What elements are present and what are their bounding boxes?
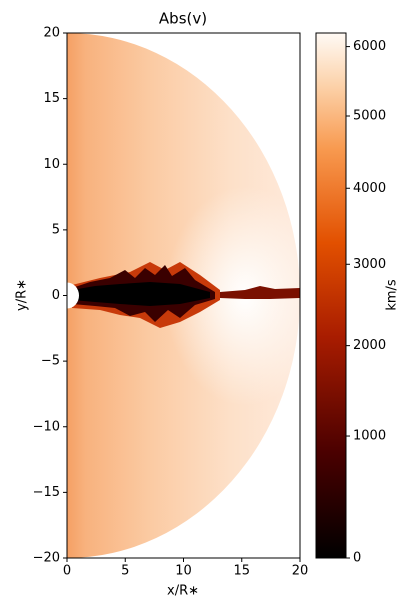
colorbar-label: km/s xyxy=(385,279,400,311)
colorbar-tick-label: 4000 xyxy=(353,181,386,196)
y-tick-label: 15 xyxy=(43,91,60,106)
colorbar-tick-label: 0 xyxy=(353,551,361,566)
x-tick-label: 10 xyxy=(175,564,192,579)
y-tick-label: −20 xyxy=(33,551,60,566)
field xyxy=(67,33,300,558)
x-tick-label: 0 xyxy=(63,564,71,579)
colorbar-tick-label: 6000 xyxy=(353,39,386,54)
x-tick-label: 5 xyxy=(121,564,129,579)
y-axis-label: y/R∗ xyxy=(15,279,30,311)
colorbar xyxy=(315,32,347,559)
y-tick-label: −10 xyxy=(33,419,60,434)
colorbar-tick-label: 1000 xyxy=(353,429,386,444)
y-tick-label: 0 xyxy=(52,288,60,303)
x-tick-label: 15 xyxy=(233,564,250,579)
y-tick-label: −5 xyxy=(41,354,60,369)
x-axis-label: x/R∗ xyxy=(167,584,199,599)
y-tick-label: 10 xyxy=(43,157,60,172)
colorbar-tick-label: 2000 xyxy=(353,338,386,353)
chart-title: Abs(v) xyxy=(159,10,207,28)
colorbar-tick-label: 5000 xyxy=(353,109,386,124)
x-tick-label: 20 xyxy=(292,564,309,579)
y-tick-label: 20 xyxy=(43,26,60,41)
y-tick-label: −15 xyxy=(33,485,60,500)
y-tick-label: 5 xyxy=(52,222,60,237)
colorbar-tick-label: 3000 xyxy=(353,257,386,272)
